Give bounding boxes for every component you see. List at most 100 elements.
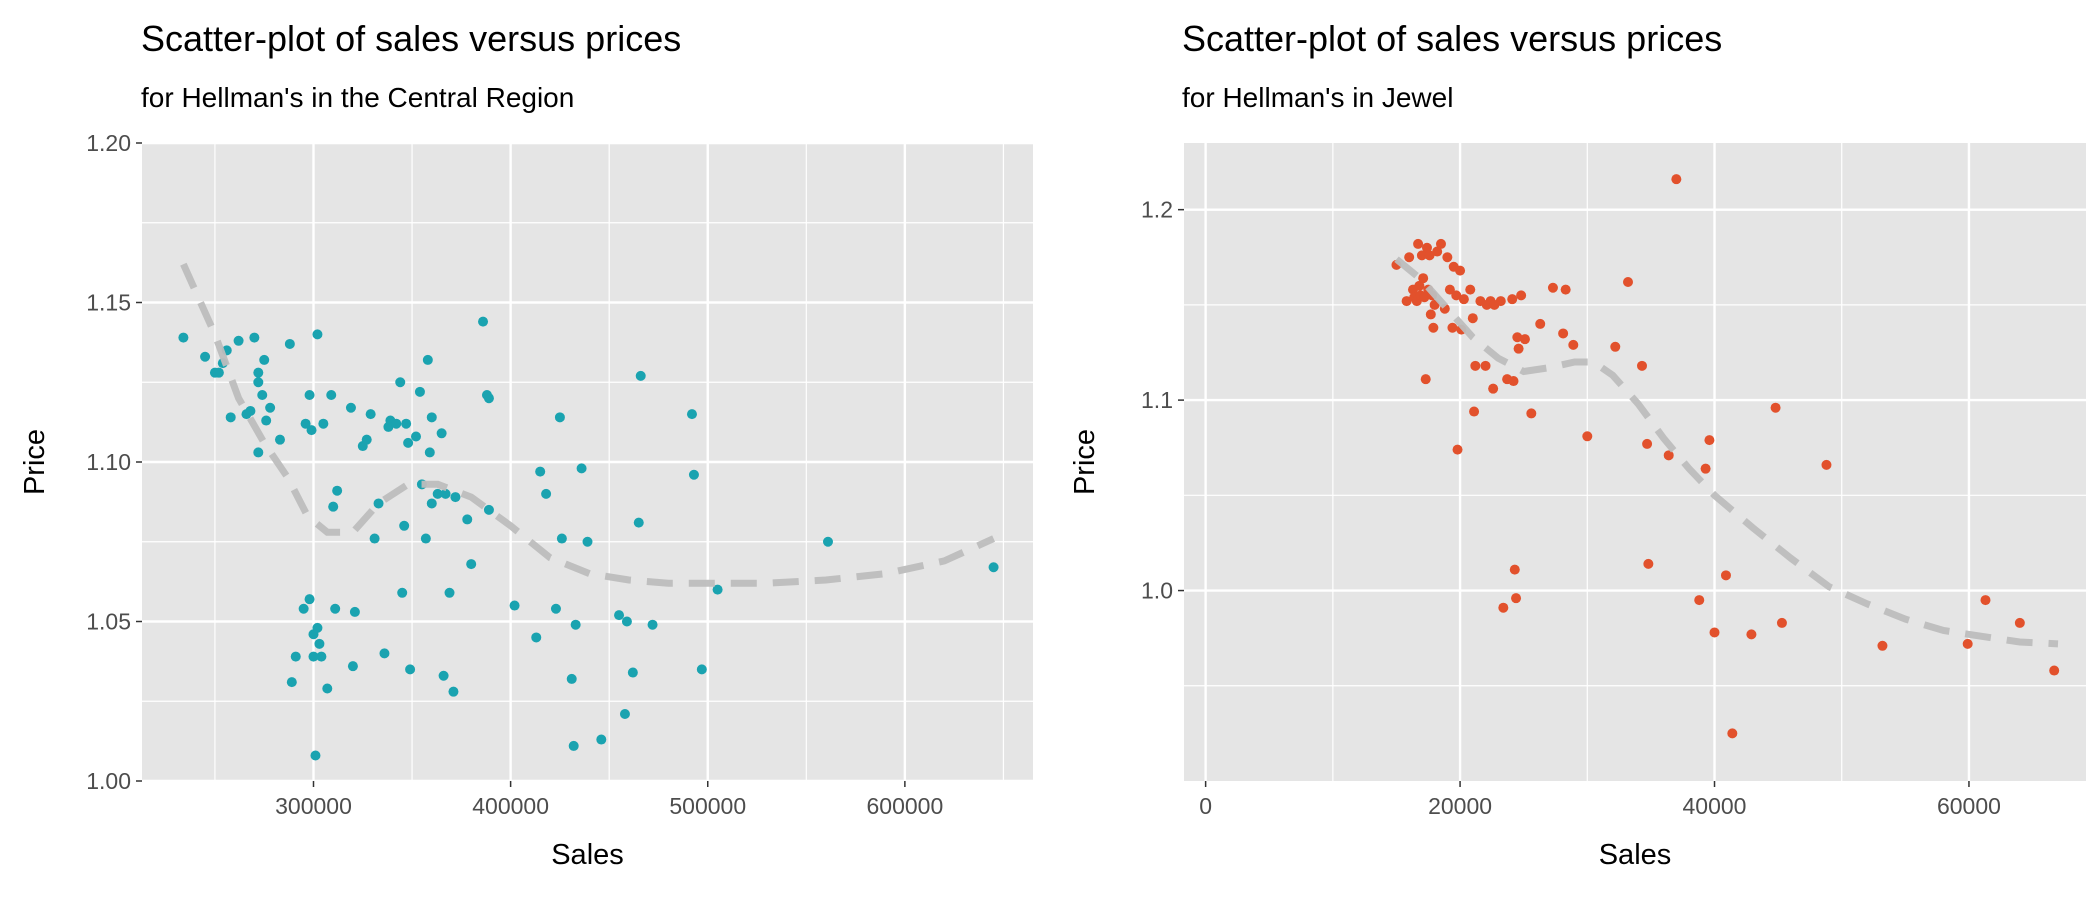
right-data-point bbox=[1558, 328, 1569, 339]
left-data-point bbox=[345, 402, 356, 413]
right-data-point bbox=[1746, 629, 1757, 640]
right-data-point bbox=[1447, 322, 1458, 333]
right-data-point bbox=[1467, 313, 1478, 324]
left-chart-title: Scatter-plot of sales versus prices bbox=[141, 18, 682, 59]
right-data-point bbox=[1568, 339, 1579, 350]
left-data-point bbox=[621, 616, 632, 627]
left-data-point bbox=[570, 619, 581, 630]
right-data-point bbox=[1513, 343, 1524, 354]
left-data-point bbox=[259, 354, 270, 365]
right-data-point bbox=[1435, 238, 1446, 249]
right-data-point bbox=[1526, 408, 1537, 419]
left-data-point bbox=[310, 750, 321, 761]
right-data-point bbox=[2014, 617, 2025, 628]
right-chart-title: Scatter-plot of sales versus prices bbox=[1182, 18, 1723, 59]
left-data-point bbox=[483, 393, 494, 404]
right-chart-panel: Scatter-plot of sales versus prices for … bbox=[1050, 0, 2100, 900]
left-data-point bbox=[304, 594, 315, 605]
left-data-point bbox=[627, 667, 638, 678]
right-data-point bbox=[1465, 284, 1476, 295]
right-data-point bbox=[1623, 277, 1634, 288]
left-data-point bbox=[373, 498, 384, 509]
left-data-point bbox=[712, 584, 723, 595]
left-data-point bbox=[397, 587, 408, 598]
right-data-point bbox=[1421, 242, 1432, 253]
left-data-point bbox=[509, 600, 520, 611]
left-data-point bbox=[822, 536, 833, 547]
right-data-point bbox=[1404, 252, 1415, 263]
left-data-point bbox=[556, 533, 567, 544]
right-data-point bbox=[1663, 450, 1674, 461]
right-data-point bbox=[1643, 558, 1654, 569]
right-y-tick-label: 1.0 bbox=[1141, 578, 1173, 604]
right-data-point bbox=[1455, 265, 1466, 276]
right-data-point bbox=[1488, 383, 1499, 394]
left-chart-panel: Scatter-plot of sales versus prices for … bbox=[19, 18, 1033, 871]
right-data-point bbox=[1511, 593, 1522, 604]
left-data-point bbox=[414, 386, 425, 397]
right-data-point bbox=[1444, 284, 1455, 295]
right-data-point bbox=[1610, 341, 1621, 352]
left-data-point bbox=[535, 466, 546, 477]
left-data-point bbox=[568, 740, 579, 751]
left-data-point bbox=[478, 316, 489, 327]
left-data-point bbox=[330, 603, 341, 614]
right-data-point bbox=[1727, 728, 1738, 739]
right-scatter-plot: 0 20000 40000 60000 1.0 1.1 1.2 Sales Price bbox=[1069, 143, 2086, 871]
right-data-point bbox=[1432, 246, 1443, 257]
left-y-tick-label: 1.20 bbox=[86, 130, 131, 156]
left-data-point bbox=[576, 463, 587, 474]
left-data-point bbox=[312, 329, 323, 340]
right-data-point bbox=[1495, 296, 1506, 307]
right-data-point bbox=[1720, 570, 1731, 581]
left-data-point bbox=[988, 562, 999, 573]
right-data-point bbox=[1877, 640, 1888, 651]
left-data-point bbox=[253, 367, 264, 378]
left-data-point bbox=[257, 390, 268, 401]
right-data-point bbox=[1416, 250, 1427, 261]
left-data-point bbox=[403, 437, 414, 448]
right-data-point bbox=[1401, 296, 1412, 307]
left-data-point bbox=[249, 332, 260, 343]
left-y-tick-label: 1.00 bbox=[86, 768, 131, 794]
left-data-point bbox=[253, 377, 264, 388]
right-y-axis-title: Price bbox=[1069, 429, 1101, 495]
right-smooth-trend-line bbox=[1394, 256, 2059, 648]
left-data-point bbox=[450, 492, 461, 503]
right-x-tick-label: 0 bbox=[1199, 793, 1212, 819]
left-data-point bbox=[349, 606, 360, 617]
right-data-point bbox=[1508, 376, 1519, 387]
left-data-point bbox=[306, 425, 317, 436]
right-data-point bbox=[1480, 360, 1491, 371]
left-data-point bbox=[483, 504, 494, 515]
left-scatter-plot: 300000 400000 500000 600000 1.00 1.05 1.10 1.15… bbox=[19, 130, 1033, 871]
right-x-tick-label: 60000 bbox=[1937, 793, 2001, 819]
left-data-point bbox=[265, 402, 276, 413]
left-data-point bbox=[566, 673, 577, 684]
left-data-point bbox=[290, 651, 301, 662]
left-smooth-trend-line bbox=[180, 262, 996, 587]
left-data-point bbox=[550, 603, 561, 614]
right-data-point bbox=[1547, 282, 1558, 293]
right-data-point bbox=[1962, 638, 1973, 649]
left-data-point bbox=[462, 514, 473, 525]
right-data-point bbox=[1469, 406, 1480, 417]
left-data-point bbox=[422, 354, 433, 365]
right-data-point bbox=[1507, 294, 1518, 305]
left-data-point bbox=[326, 390, 337, 401]
left-data-point bbox=[424, 447, 435, 458]
left-data-point bbox=[369, 533, 380, 544]
right-data-point bbox=[1709, 627, 1720, 638]
right-data-point bbox=[1776, 617, 1787, 628]
left-data-point bbox=[444, 587, 455, 598]
left-data-point bbox=[633, 517, 644, 528]
left-data-point bbox=[411, 431, 422, 442]
right-data-point bbox=[1642, 438, 1653, 449]
left-data-point bbox=[298, 603, 309, 614]
left-data-point bbox=[332, 485, 343, 496]
left-data-point bbox=[365, 409, 376, 420]
right-data-point bbox=[1442, 252, 1453, 263]
left-data-point bbox=[614, 610, 625, 621]
left-y-axis-title: Price bbox=[19, 429, 51, 495]
left-data-point bbox=[596, 734, 607, 745]
